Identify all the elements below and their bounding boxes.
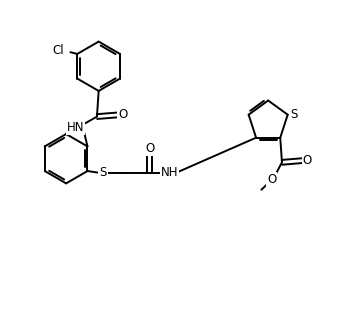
Text: NH: NH <box>160 166 178 179</box>
Text: O: O <box>118 108 127 122</box>
Text: HN: HN <box>67 121 85 134</box>
Text: Cl: Cl <box>53 44 64 57</box>
Text: O: O <box>267 173 276 186</box>
Text: O: O <box>145 142 155 154</box>
Text: S: S <box>99 166 106 179</box>
Text: S: S <box>290 108 298 121</box>
Text: O: O <box>303 154 312 167</box>
